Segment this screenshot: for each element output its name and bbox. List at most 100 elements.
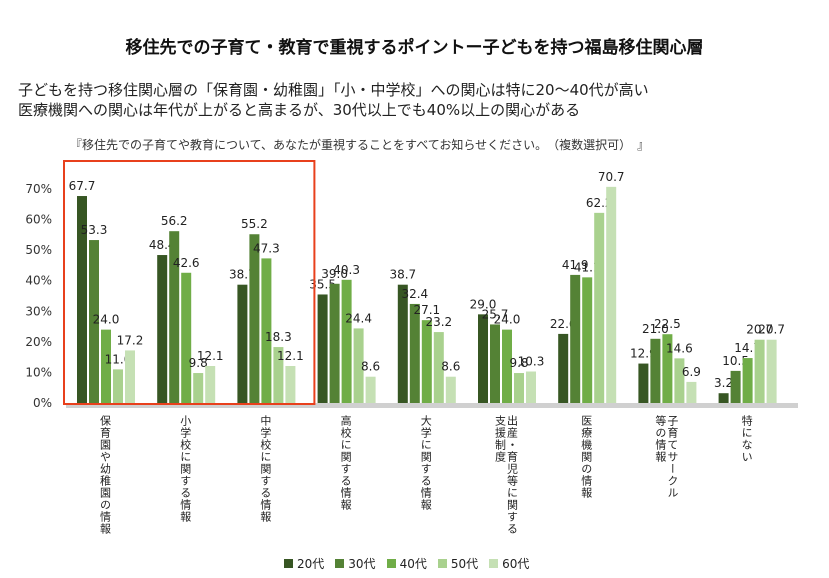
data-label: 62.2	[586, 196, 613, 210]
y-tick-label: 40%	[25, 274, 52, 288]
bar	[606, 186, 617, 403]
bar	[341, 279, 352, 403]
category-label: 中学校に関する情報	[259, 415, 272, 523]
data-label: 38.7	[229, 268, 256, 282]
subtitle-line-2: 医療機関への関心は年代が上がると高まるが、30代以上でも40%以上の関心がある	[18, 101, 581, 119]
legend-label: 20代	[297, 557, 325, 571]
bar	[662, 334, 673, 403]
data-label: 20.7	[758, 323, 785, 337]
bar	[650, 338, 661, 403]
bar	[433, 332, 444, 403]
bar	[502, 329, 512, 403]
data-label: 22.6	[550, 317, 577, 331]
bar	[89, 240, 99, 403]
bar	[718, 393, 729, 403]
data-label: 18.3	[265, 330, 292, 344]
data-label: 11.0	[105, 352, 132, 366]
category-label: 特にない	[740, 414, 753, 463]
data-label: 10.5	[722, 354, 749, 368]
legend-item: 30代	[335, 555, 376, 572]
data-label: 9.8	[509, 356, 528, 370]
bar	[329, 283, 340, 403]
category-label: 出産・育児等に関する	[506, 414, 519, 535]
data-label: 8.6	[441, 360, 460, 374]
bar	[169, 231, 180, 403]
legend-swatch	[284, 559, 293, 568]
category-label: 高校に関する情報	[339, 414, 352, 511]
bar	[353, 328, 364, 403]
bar	[754, 339, 765, 403]
legend-swatch	[335, 559, 345, 568]
bar	[582, 277, 593, 403]
bar	[638, 363, 649, 403]
bar	[285, 366, 296, 403]
subtitle-line-1: 子どもを持つ移住関心層の「保育園・幼稚園」「小・中学校」への関心は特に20～40…	[18, 81, 649, 99]
y-tick-label: 0%	[33, 396, 52, 410]
data-label: 70.7	[598, 170, 625, 184]
data-label: 48.4	[149, 238, 176, 252]
data-label: 9.8	[189, 356, 208, 370]
legend-label: 60代	[502, 557, 530, 571]
category-label: 支援制度	[494, 415, 507, 463]
data-label: 32.4	[401, 287, 428, 301]
data-label: 10.3	[518, 355, 545, 369]
data-label: 24.4	[345, 311, 372, 325]
bar	[205, 366, 216, 403]
data-label: 23.2	[425, 315, 452, 329]
legend-item: 50代	[437, 555, 478, 572]
data-label: 12.1	[277, 349, 304, 363]
y-tick-label: 50%	[25, 243, 52, 257]
bar	[445, 376, 456, 403]
data-label: 8.6	[361, 360, 380, 374]
legend-swatch	[489, 559, 499, 568]
legend-swatch	[437, 559, 447, 568]
data-label: 47.3	[253, 241, 280, 255]
data-label: 14.6	[666, 341, 693, 355]
chart-legend: 20代 30代 40代 50代 60代	[284, 555, 529, 572]
bar	[157, 255, 168, 403]
bar	[558, 333, 569, 403]
bar	[674, 358, 685, 403]
data-label: 67.7	[69, 179, 96, 193]
legend-item: 60代	[489, 555, 529, 572]
bar	[101, 329, 111, 403]
bar	[237, 284, 248, 403]
data-label: 55.2	[241, 217, 268, 231]
bar	[478, 314, 488, 403]
x-axis-baseline	[66, 403, 798, 408]
bar	[742, 358, 753, 403]
category-label: 小学校に関する情報	[179, 415, 192, 523]
bar	[261, 258, 272, 403]
bar	[181, 272, 192, 403]
category-label: 等の情報	[654, 414, 667, 463]
bar	[77, 196, 87, 403]
survey-question: 『移住先での子育てや教育について、あなたが重視することをすべてお知らせください。…	[70, 138, 650, 152]
data-label: 41.9	[562, 258, 589, 272]
highlight-box	[63, 160, 316, 405]
bar	[409, 303, 420, 403]
data-label: 39.0	[321, 267, 348, 281]
data-label: 24.0	[494, 313, 521, 327]
category-label: 大学に関する情報	[419, 414, 432, 511]
data-label: 3.2	[714, 376, 733, 390]
data-label: 21.0	[642, 322, 669, 336]
data-label: 25.7	[482, 307, 509, 321]
legend-item: 20代	[284, 555, 324, 572]
data-label: 22.5	[654, 317, 681, 331]
y-tick-label: 60%	[25, 213, 52, 227]
bar	[490, 324, 500, 403]
y-tick-label: 30%	[25, 304, 52, 318]
data-label: 42.6	[173, 256, 200, 270]
data-label: 29.0	[470, 297, 497, 311]
bar	[365, 376, 376, 403]
data-label: 35.5	[309, 277, 336, 291]
legend-label: 40代	[399, 557, 427, 571]
data-label: 14.7	[734, 341, 761, 355]
bar	[113, 369, 123, 403]
bar	[249, 234, 260, 403]
data-label: 12.9	[630, 347, 657, 361]
bar	[730, 370, 741, 403]
bar	[686, 381, 697, 403]
data-label: 53.3	[81, 223, 108, 237]
